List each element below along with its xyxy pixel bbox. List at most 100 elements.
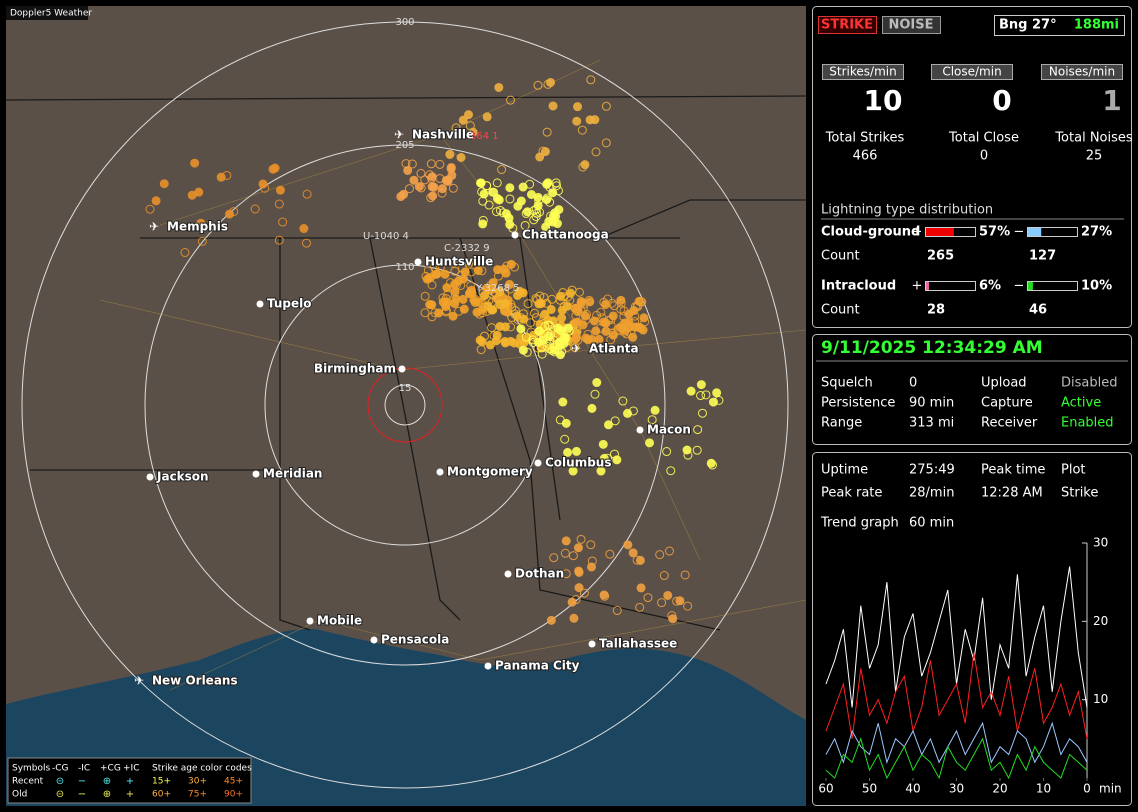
x-tick-label: 50 (862, 782, 877, 796)
strike-marker (190, 158, 200, 168)
rate-header[interactable] (931, 64, 1013, 80)
city-dot (370, 636, 378, 644)
x-tick-label: 40 (905, 782, 920, 796)
strike-marker (701, 390, 711, 400)
city-dot (414, 258, 422, 266)
strike-marker (505, 220, 515, 230)
legend-text: -CG (52, 764, 69, 774)
strike-marker (442, 283, 452, 293)
strike-marker (571, 318, 581, 328)
rate-header[interactable] (1041, 64, 1123, 80)
strike-marker (559, 292, 569, 302)
rate-header-label: Strikes/min (829, 65, 896, 79)
strike-marker (573, 543, 583, 553)
total-value: 466 (853, 149, 878, 164)
count-value: 28 (927, 303, 945, 318)
city-dot (146, 473, 154, 481)
strike-marker (151, 196, 161, 206)
strike-marker (528, 332, 538, 342)
count-label: Count (821, 303, 860, 318)
panels (812, 6, 1132, 806)
strike-marker (559, 301, 569, 311)
station-tag: U-1040 4 (363, 231, 409, 242)
strike-marker (555, 341, 565, 351)
strike-marker (632, 555, 642, 565)
status-field: Persistence (821, 396, 895, 411)
legend-symbol: ⊝ (56, 789, 64, 800)
percent-label: 57% (979, 225, 1010, 240)
strike-marker (546, 211, 556, 221)
city-dot (511, 231, 519, 239)
strike-marker (465, 289, 475, 299)
strike-marker (668, 614, 678, 624)
strike-marker (488, 187, 498, 197)
strike-marker (435, 159, 445, 169)
strike-marker (501, 268, 511, 278)
strike-marker (555, 415, 565, 425)
strike-marker (446, 162, 456, 172)
strike-marker (576, 299, 586, 309)
strike-marker (698, 408, 708, 418)
strike-button[interactable] (818, 16, 877, 34)
bar-fill (1028, 228, 1042, 236)
strike-marker (659, 571, 669, 581)
strike-marker (608, 330, 618, 340)
rate-value: 1 (1102, 84, 1121, 117)
city-label: Birmingham (314, 362, 396, 376)
strike-marker (399, 189, 409, 199)
strike-marker (546, 77, 556, 87)
city-label: Memphis (167, 220, 228, 234)
strike-marker (571, 595, 581, 605)
bar-frame (1027, 227, 1078, 237)
strike-marker (655, 550, 665, 560)
count-value: 265 (927, 249, 954, 264)
strike-marker (489, 331, 499, 341)
legend-symbol: ⊕ (103, 776, 111, 787)
strike-marker (540, 309, 550, 319)
airport-icon: ✈ (571, 342, 581, 356)
strike-marker (576, 534, 586, 544)
range-label: 205 (395, 140, 414, 151)
strike-marker (592, 310, 602, 320)
city-dot (256, 300, 264, 308)
strike-marker (497, 165, 507, 175)
strike-marker (506, 322, 516, 332)
strike-marker (438, 293, 448, 303)
legend-text: +IC (123, 764, 139, 774)
strike-marker (549, 553, 559, 563)
legend-symbol: + (126, 789, 134, 800)
city-label: Meridian (263, 467, 322, 481)
strike-marker (437, 188, 447, 198)
state-borders (5, 95, 807, 631)
percent-label: 6% (979, 279, 1001, 294)
strike-marker (552, 181, 562, 191)
strike-marker (543, 328, 553, 338)
strike-marker (456, 153, 466, 163)
strike-marker (622, 329, 632, 339)
datetime: 9/11/2025 12:34:29 AM (821, 338, 1043, 358)
rate-header[interactable] (822, 64, 904, 80)
city-dot (636, 426, 644, 434)
strike-marker (465, 121, 475, 131)
strike-marker (145, 204, 155, 214)
legend-text: Recent (12, 777, 44, 787)
strike-marker (626, 328, 636, 338)
bar-fill (926, 228, 954, 236)
strike-marker (663, 590, 673, 600)
strike-marker (606, 315, 616, 325)
legend-text: 75+ (188, 790, 207, 800)
strike-marker (416, 168, 426, 178)
status-field: 90 min (909, 396, 954, 411)
strike-marker (597, 313, 607, 323)
noise-button[interactable] (882, 16, 941, 34)
strike-marker (229, 207, 239, 217)
city-label: Macon (647, 423, 691, 437)
strike-marker (548, 101, 558, 111)
strike-marker (599, 453, 609, 463)
strike-marker (526, 189, 536, 199)
strike-marker (666, 466, 676, 476)
strike-marker (546, 304, 556, 314)
strike-marker (560, 434, 570, 444)
strike-marker (712, 388, 722, 398)
legend-symbol: + (126, 776, 134, 787)
